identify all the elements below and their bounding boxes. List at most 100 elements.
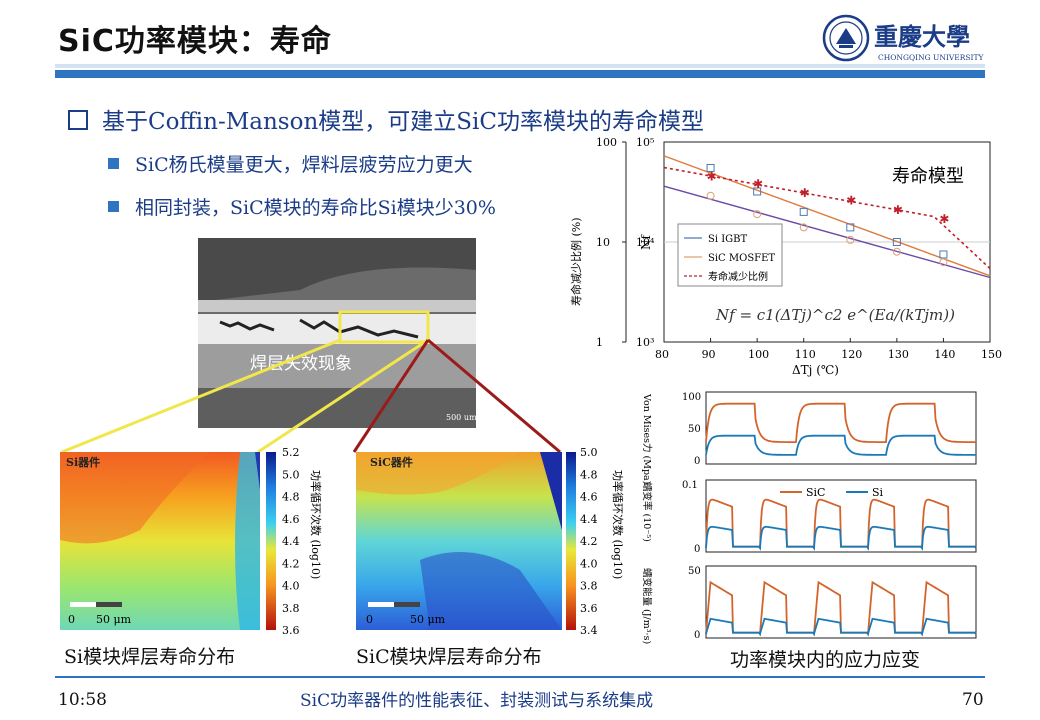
stress-y-tick-label: 0: [694, 456, 700, 467]
x-tick-label: 120: [841, 348, 862, 361]
data-point: ✱: [800, 186, 810, 200]
colorbar-tick-label: 3.8: [580, 580, 598, 593]
colorbar-tick-label: 3.6: [282, 624, 300, 637]
highlight-box: [338, 310, 430, 344]
x-tick-label: 140: [934, 348, 955, 361]
colorbar-tick-label: 4.6: [580, 491, 598, 504]
caption-sic: SiC模块焊层寿命分布: [356, 646, 542, 668]
colorbar-sic: [566, 452, 576, 630]
data-point: [892, 238, 901, 246]
lifetime-ylabel-left: 寿命减少比例 (%): [569, 217, 583, 306]
connector-yellow-left: [61, 338, 341, 454]
stress-series-SiC: [705, 402, 976, 443]
data-point: [846, 223, 855, 232]
connector-yellow-right: [257, 338, 429, 454]
university-logo: 重慶大學 CHONGQING UNIVERSITY: [822, 14, 985, 62]
footer-divider: [55, 676, 985, 678]
stress-series-Si: [705, 434, 976, 456]
colorbar-tick-label: 4.4: [282, 535, 300, 548]
colorbar-sic-label: 功率循环次数 (log10): [611, 470, 625, 579]
legend-label: Si IGBT: [708, 234, 748, 245]
heatmap-si-scale-0: 0: [68, 613, 75, 626]
colorbar-tick-label: 3.4: [580, 624, 598, 637]
colorbar-tick-label: 4.0: [282, 580, 300, 593]
x-tick-label: 90: [702, 348, 716, 361]
sub-bullet-1: SiC杨氏模量更大，焊料层疲劳应力更大: [108, 150, 473, 177]
checkbox-bullet-icon: [68, 110, 88, 130]
colorbar-si-label: 功率循环次数 (log10): [309, 470, 323, 579]
data-point: [799, 207, 808, 216]
data-point: ✱: [846, 194, 856, 208]
stress-y-tick-label: 50: [688, 424, 701, 435]
legend-label: SiC MOSFET: [708, 253, 775, 264]
sub-bullet-1-text: SiC杨氏模量更大，焊料层疲劳应力更大: [135, 154, 473, 176]
colorbar-tick-label: 5.0: [580, 446, 598, 459]
data-point: [939, 250, 948, 259]
data-point: [892, 247, 901, 256]
colorbar-tick-label: 4.4: [580, 513, 598, 526]
stress-y-tick-label: 0: [694, 544, 700, 555]
stress-chart: 100 50 0 Von Mises力 (Mpa) 0.1 0 蠕变率 (10⁻⁵) SiC S…: [641, 391, 977, 644]
stress-panel-frame: [705, 391, 977, 465]
data-point: ✱: [707, 170, 717, 184]
stress-panel-ylabel: 蠕变率 (10⁻⁵): [641, 482, 653, 542]
fit-line-ratio: [663, 166, 991, 270]
legend-label: 寿命减少比例: [708, 270, 768, 283]
main-bullet: 基于Coffin-Manson模型，可建立SiC功率模块的寿命模型: [68, 102, 704, 136]
lifetime-title: 寿命模型: [892, 166, 964, 187]
colorbar-tick-label: 4.8: [580, 468, 598, 481]
connector-red-left: [352, 339, 430, 453]
colorbar-tick-label: 5.2: [282, 446, 300, 459]
data-point: [706, 191, 715, 200]
y-left-tick-label: 10: [596, 236, 610, 249]
data-point: [753, 210, 762, 219]
square-bullet-icon: [108, 201, 119, 212]
colorbar-tick-label: 4.0: [580, 557, 598, 570]
stress-series-Si: [705, 617, 977, 637]
y-right-tick-label: 10⁵: [636, 136, 654, 149]
sub-bullet-2-text: 相同封装，SiC模块的寿命比Si模块少30%: [135, 197, 496, 219]
lifetime-y-right-ticks: 10⁵ 10⁴ 10³: [636, 136, 655, 349]
sub-bullet-2: 相同封装，SiC模块的寿命比Si模块少30%: [108, 193, 496, 220]
logo-cn: 重慶大學: [874, 22, 970, 51]
data-point: [753, 187, 762, 196]
heatmap-si: Si器件 0 50 μm 5.2 5.0 4.8 4.6 4.4 4.2 4.0 3.8 3.6…: [60, 446, 323, 637]
colorbar-tick-label: 3.6: [580, 602, 598, 615]
stress-series-Si: [705, 525, 977, 551]
square-bullet-icon: [108, 158, 119, 169]
micrograph-scale: 500 um: [446, 413, 477, 422]
x-tick-label: 100: [748, 348, 769, 361]
footer-page: 70: [962, 690, 984, 710]
colorbar-sic-ticks: 5.0 4.8 4.6 4.4 4.2 4.0 3.8 3.6 3.4: [580, 446, 598, 637]
data-point: [706, 163, 715, 172]
logo-en: CHONGQING UNIVERSITY: [878, 53, 985, 62]
data-point: [799, 223, 808, 232]
colorbar-tick-label: 4.6: [282, 513, 300, 526]
heatmap-sic-corner: SiC器件: [370, 455, 413, 469]
x-tick-label: 110: [795, 348, 816, 361]
heatmap-sic: SiC器件 0 50 μm 5.0 4.8 4.6 4.4 4.2 4.0 3.8 3.6 3.…: [356, 446, 598, 637]
colorbar-tick-label: 4.2: [580, 535, 598, 548]
data-point: ✱: [753, 177, 763, 191]
colorbar-si-ticks: 5.2 5.0 4.8 4.6 4.4 4.2 4.0 3.8 3.6: [282, 446, 300, 637]
stress-panel-ylabel: 蠕变能量 (J/m³·s): [641, 568, 653, 644]
data-point: ✱: [893, 203, 903, 217]
stress-y-tick-label: 0: [694, 630, 700, 641]
lifetime-chart: ✱ ✱ ✱ ✱ ✱ ✱ 80 90 100 110 120 130 140 150 100 10 1 10⁵…: [569, 136, 1002, 377]
lifetime-series: ✱ ✱ ✱ ✱ ✱ ✱: [663, 155, 991, 279]
colorbar-tick-label: 4.2: [282, 557, 300, 570]
sem-micrograph: 焊层失效现象 500 um: [198, 238, 477, 428]
data-point: ✱: [939, 212, 949, 226]
lifetime-ylabel-right: Nf: [639, 234, 653, 251]
x-tick-label: 80: [655, 348, 669, 361]
y-right-tick-label: 10⁴: [636, 236, 655, 249]
heatmap-sic-scale-50: 50 μm: [410, 613, 446, 626]
lifetime-xlabel: ΔTj (℃): [792, 363, 839, 377]
stress-legend-label: SiC: [806, 486, 825, 499]
colorbar-tick-label: 4.8: [282, 491, 300, 504]
colorbar-tick-label: 3.8: [282, 602, 300, 615]
heatmap-si-scale-50: 50 μm: [96, 613, 132, 626]
y-right-tick-label: 10³: [636, 336, 654, 349]
colorbar-tick-label: 5.0: [282, 468, 300, 481]
heatmap-si-corner: Si器件: [66, 455, 100, 469]
